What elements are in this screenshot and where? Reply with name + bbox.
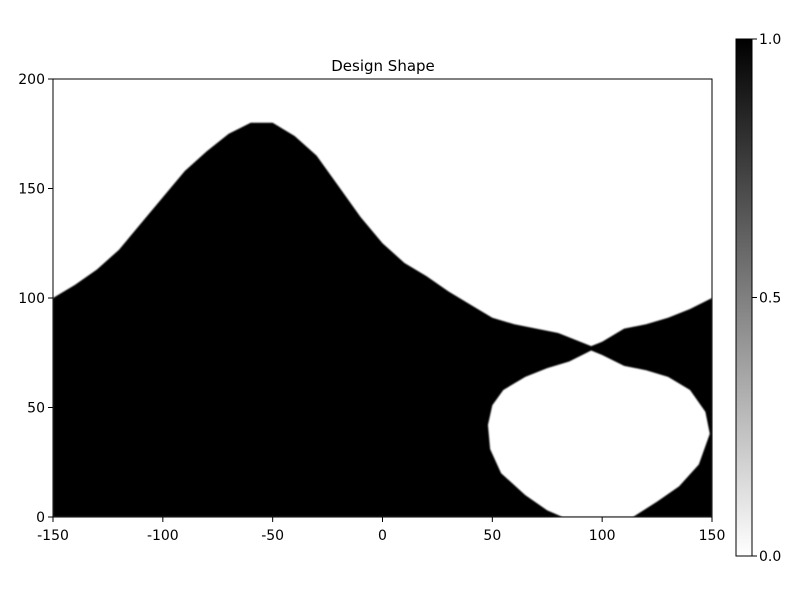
colorbar-bar [735, 38, 753, 557]
colorbar-tick-label: 1.0 [759, 32, 781, 48]
colorbar-tick-label: 0.0 [759, 549, 781, 565]
heatmap-field [53, 79, 712, 517]
y-tick-label: 50 [27, 401, 45, 417]
y-axis: 0 50 100 150 200 [18, 72, 53, 526]
y-tick-label: 0 [36, 510, 45, 526]
x-axis: -150 -100 -50 0 50 100 150 [37, 517, 725, 544]
x-tick-label: 150 [699, 528, 726, 544]
colorbar-tick-label: 0.5 [759, 291, 781, 307]
plot-area [52, 78, 713, 518]
y-tick-label: 200 [18, 72, 45, 88]
x-tick-label: -150 [37, 528, 69, 544]
colorbar: 0.0 0.5 1.0 [735, 32, 781, 565]
x-tick-label: 50 [483, 528, 501, 544]
x-tick-label: -50 [261, 528, 284, 544]
x-tick-label: 100 [589, 528, 616, 544]
design-hole [487, 350, 710, 517]
chart-title: Design Shape [331, 57, 435, 75]
x-tick-label: 0 [378, 528, 387, 544]
x-tick-label: -100 [147, 528, 179, 544]
y-tick-label: 100 [18, 291, 45, 307]
y-tick-label: 150 [18, 182, 45, 198]
